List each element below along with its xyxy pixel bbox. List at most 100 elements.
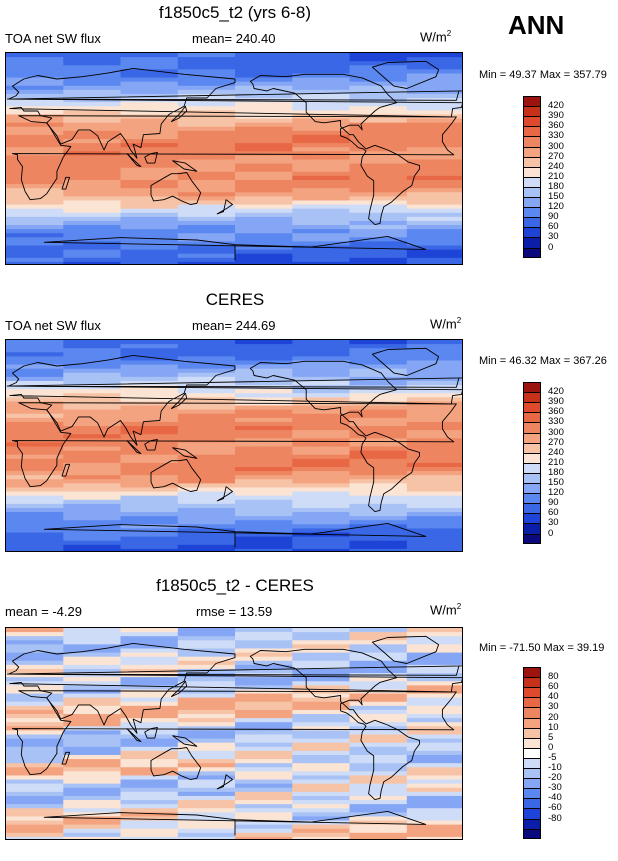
field-cell (177, 179, 236, 185)
field-cell (349, 462, 408, 468)
colorbar-level-label: 40 (548, 691, 559, 703)
field-cell (177, 159, 236, 165)
field-cell (349, 245, 408, 251)
field-cell (177, 57, 236, 62)
field-cell (6, 771, 64, 777)
field-cell (406, 787, 462, 793)
field-cell (406, 791, 462, 797)
field-cell (120, 750, 179, 756)
field-cell (177, 746, 236, 752)
field-cell (120, 677, 179, 682)
field-cell (120, 705, 179, 711)
field-cell (235, 409, 293, 415)
field-cell (292, 648, 351, 654)
field-cell (177, 677, 236, 682)
field-cell (120, 393, 179, 398)
field-cell (235, 368, 293, 374)
field-cell (349, 134, 408, 140)
field-cell (292, 693, 351, 699)
field-cell (120, 376, 179, 382)
field-cell (177, 454, 236, 460)
field-cell (63, 98, 122, 103)
field-cell (6, 167, 64, 173)
field-cell (235, 413, 293, 419)
field-cell (63, 171, 122, 177)
field-cell (406, 763, 462, 768)
coastline-2 (8, 354, 462, 446)
field-cell (349, 742, 408, 748)
field-cell (177, 434, 236, 439)
field-cell (6, 220, 64, 226)
field-cell (235, 421, 293, 427)
field-cell (292, 179, 351, 185)
field-cell (235, 143, 293, 148)
field-cell (120, 155, 179, 161)
field-cell (177, 143, 236, 148)
colorbar-box (523, 106, 541, 117)
field-cell (349, 405, 408, 411)
colorbar-level-label: 390 (548, 396, 564, 408)
field-cell (6, 65, 64, 70)
colorbar-box (523, 513, 541, 524)
field-cell (6, 356, 64, 362)
field-cell (349, 126, 408, 132)
field-cell (235, 656, 293, 662)
field-cell (6, 544, 64, 550)
coastline-9 (172, 735, 198, 747)
field-cell (6, 836, 64, 839)
field-cell (63, 220, 122, 226)
field-cell (177, 632, 236, 637)
field-cell (6, 668, 64, 674)
field-cell (235, 340, 293, 345)
field-cell (63, 548, 122, 551)
coastline-8 (144, 151, 158, 164)
field-cell (406, 628, 462, 633)
field-cell (349, 722, 408, 727)
colorbar-box (523, 523, 541, 534)
field-cell (177, 462, 236, 468)
coastline-7 (126, 728, 142, 743)
field-cell (292, 685, 351, 691)
field-cell (63, 89, 122, 95)
field-cell (63, 689, 122, 695)
colorbar-level-label: 120 (548, 201, 564, 213)
field-cell (120, 446, 179, 452)
field-cell (120, 417, 179, 423)
field-cell (292, 53, 351, 58)
field-cell (6, 188, 64, 193)
season-label: ANN (508, 10, 565, 40)
field-cell (6, 804, 64, 809)
field-cell (177, 701, 236, 707)
field-cell (406, 783, 462, 789)
field-cell (63, 668, 122, 674)
field-cell (63, 832, 122, 838)
colorbar-level-label: 150 (548, 191, 564, 202)
field-cell (406, 179, 462, 185)
field-cell (406, 808, 462, 813)
field-cell (63, 417, 122, 423)
field-cell (177, 352, 236, 357)
colorbar-level-label: 90 (548, 497, 559, 509)
field-cell (235, 102, 293, 107)
field-cell (406, 759, 462, 764)
field-cell (63, 499, 122, 505)
field-cell (292, 376, 351, 382)
field-cell (63, 344, 122, 349)
field-cell (406, 167, 462, 173)
field-cell (63, 397, 122, 403)
field-cell (406, 426, 462, 431)
field-cell (63, 734, 122, 740)
field-cell (63, 102, 122, 107)
field-cell (349, 61, 408, 66)
field-cell (63, 426, 122, 431)
field-cell (235, 69, 293, 75)
field-cell (235, 640, 293, 645)
field-cell (235, 536, 293, 542)
field-cell (235, 483, 293, 489)
field-cell (6, 57, 64, 62)
field-cell (177, 417, 236, 423)
field-cell (63, 81, 122, 87)
field-cell (120, 648, 179, 654)
field-cell (406, 656, 462, 662)
field-cell (235, 77, 293, 83)
